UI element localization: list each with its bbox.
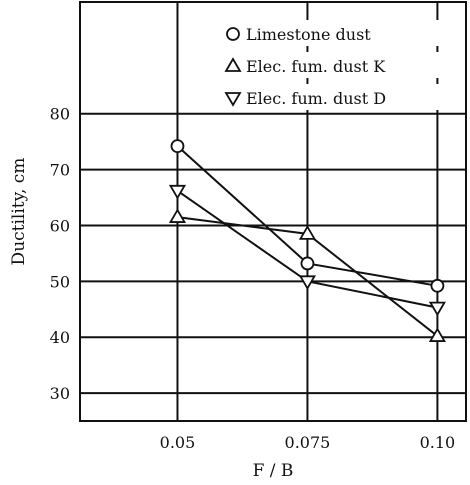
y-axis-label: Ductility, cm [9,158,29,266]
legend-label: Elec. fum. dust D [246,89,386,108]
legend-label: Elec. fum. dust K [246,57,386,76]
legend-triangle-up-icon [224,57,242,72]
legend-triangle-down-icon [224,92,242,107]
plot-frame [79,1,467,422]
x-axis-ticks: 0.05 0.075 0.10 [160,433,456,452]
data-point-triangle-down [298,275,317,291]
x-tick-label: 0.10 [420,433,456,452]
data-markers [168,139,446,342]
y-tick-label: 40 [50,328,70,347]
legend: Limestone dust Elec. fum. dust K Elec. fum… [214,20,446,110]
legend-background [214,20,446,46]
x-tick-label: 0.05 [160,433,196,452]
data-point-triangle-up [428,327,446,342]
data-point-circle [300,256,315,271]
legend-circle-icon [226,27,240,41]
data-point-circle [170,139,185,154]
x-tick-label: 0.075 [285,433,331,452]
legend-label: Limestone dust [246,25,371,44]
legend-background [214,84,446,110]
y-tick-label: 30 [50,384,70,403]
x-axis-label: F / B [253,461,294,481]
y-tick-label: 60 [50,216,70,235]
y-tick-label: 80 [50,105,70,124]
data-point-triangle-down [428,301,446,317]
grid-lines [80,2,466,421]
legend-background [214,52,446,78]
data-point-triangle-up [298,225,317,240]
y-tick-label: 70 [50,161,70,180]
data-point-circle [430,278,445,293]
y-axis-ticks: 30 40 50 60 70 80 [50,105,70,403]
data-point-triangle-down [168,184,187,200]
data-point-triangle-up [168,208,187,223]
y-tick-label: 50 [50,272,70,291]
